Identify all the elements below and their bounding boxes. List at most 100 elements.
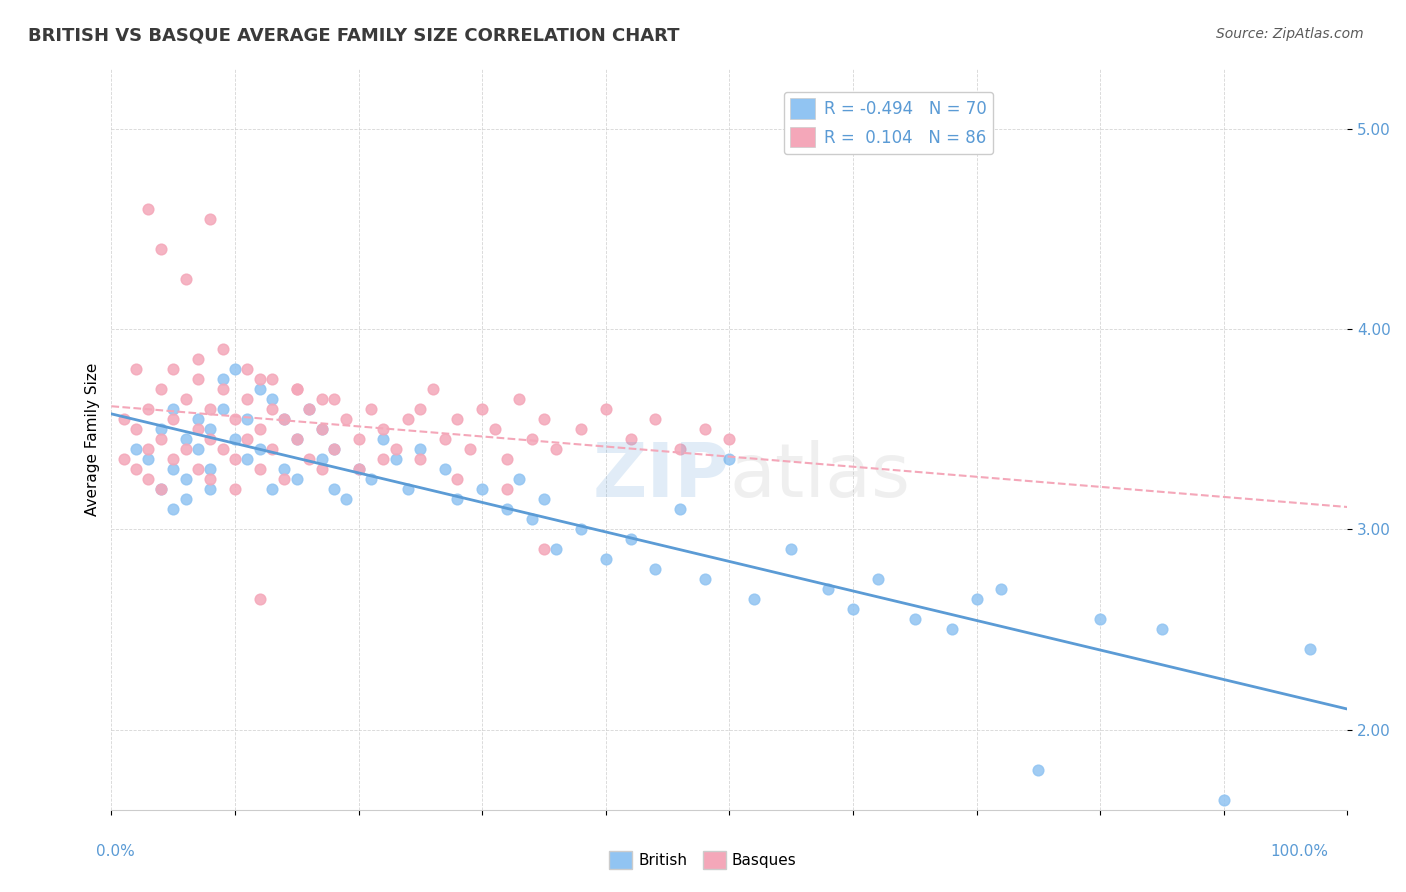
Point (904, 612, 927, 626)
Point (262, 402, 284, 417)
Point (125, 362, 148, 376)
Point (311, 452, 333, 467)
Point (966, 592, 988, 607)
Point (322, 442, 344, 457)
Point (174, 472, 197, 486)
Point (285, 432, 308, 446)
Point (285, 382, 308, 396)
Point (396, 412, 419, 426)
Point (533, 542, 555, 557)
Point (249, 442, 271, 457)
Point (693, 572, 716, 586)
Point (335, 412, 357, 426)
Text: 0.0%: 0.0% (96, 845, 135, 859)
Point (669, 502, 692, 516)
Point (249, 462, 271, 476)
Point (249, 592, 271, 607)
Point (360, 472, 382, 486)
Point (236, 392, 259, 406)
Point (496, 502, 519, 516)
Point (187, 422, 209, 436)
Point (347, 462, 370, 476)
Point (236, 412, 259, 426)
Point (458, 442, 481, 457)
Point (200, 432, 222, 446)
Point (322, 442, 344, 457)
Text: 100.0%: 100.0% (1271, 845, 1329, 859)
Point (298, 402, 321, 417)
Point (508, 392, 530, 406)
Point (409, 402, 432, 417)
Point (149, 482, 172, 496)
Point (174, 492, 197, 507)
Point (200, 422, 222, 436)
Point (595, 402, 617, 417)
Text: Source: ZipAtlas.com: Source: ZipAtlas.com (1216, 27, 1364, 41)
Point (990, 582, 1012, 597)
Point (162, 412, 184, 426)
Point (520, 432, 543, 446)
Point (162, 402, 184, 417)
Point (200, 402, 222, 417)
Point (125, 462, 148, 476)
Point (262, 392, 284, 406)
Point (718, 452, 741, 467)
Point (471, 482, 494, 496)
Point (285, 382, 308, 396)
Point (742, 592, 765, 607)
Point (112, 412, 135, 426)
Point (384, 452, 406, 467)
Point (409, 442, 432, 457)
Text: ZIP: ZIP (592, 440, 730, 513)
Point (273, 472, 295, 486)
Y-axis label: Average Family Size: Average Family Size (86, 362, 100, 516)
Point (211, 342, 233, 356)
Legend: R = -0.494   N = 70, R =  0.104   N = 86: R = -0.494 N = 70, R = 0.104 N = 86 (783, 92, 993, 154)
Legend: British, Basques: British, Basques (603, 845, 803, 875)
Point (1028, 763, 1050, 777)
Point (569, 522, 592, 536)
Point (149, 482, 172, 496)
Point (187, 462, 209, 476)
Point (174, 392, 197, 406)
Point (409, 452, 432, 467)
Point (373, 452, 395, 467)
Point (298, 402, 321, 417)
Point (224, 412, 246, 426)
Point (520, 512, 543, 526)
Point (236, 432, 259, 446)
Point (138, 472, 160, 486)
Point (273, 412, 295, 426)
Point (200, 472, 222, 486)
Point (149, 382, 172, 396)
Point (496, 482, 519, 496)
Point (249, 372, 271, 386)
Point (396, 482, 419, 496)
Point (446, 412, 468, 426)
Point (508, 472, 530, 486)
Point (446, 472, 468, 486)
Point (149, 422, 172, 436)
Point (285, 432, 308, 446)
Point (149, 432, 172, 446)
Point (200, 462, 222, 476)
Point (595, 552, 617, 566)
Point (162, 502, 184, 516)
Text: atlas: atlas (730, 440, 911, 513)
Point (162, 462, 184, 476)
Point (693, 422, 716, 436)
Point (644, 562, 666, 576)
Point (138, 452, 160, 467)
Point (1150, 623, 1173, 637)
Point (311, 392, 333, 406)
Point (669, 442, 692, 457)
Point (484, 422, 506, 436)
Point (138, 402, 160, 417)
Point (496, 452, 519, 467)
Point (200, 211, 222, 226)
Point (347, 432, 370, 446)
Point (211, 382, 233, 396)
Point (249, 382, 271, 396)
Point (373, 422, 395, 436)
Point (224, 452, 246, 467)
